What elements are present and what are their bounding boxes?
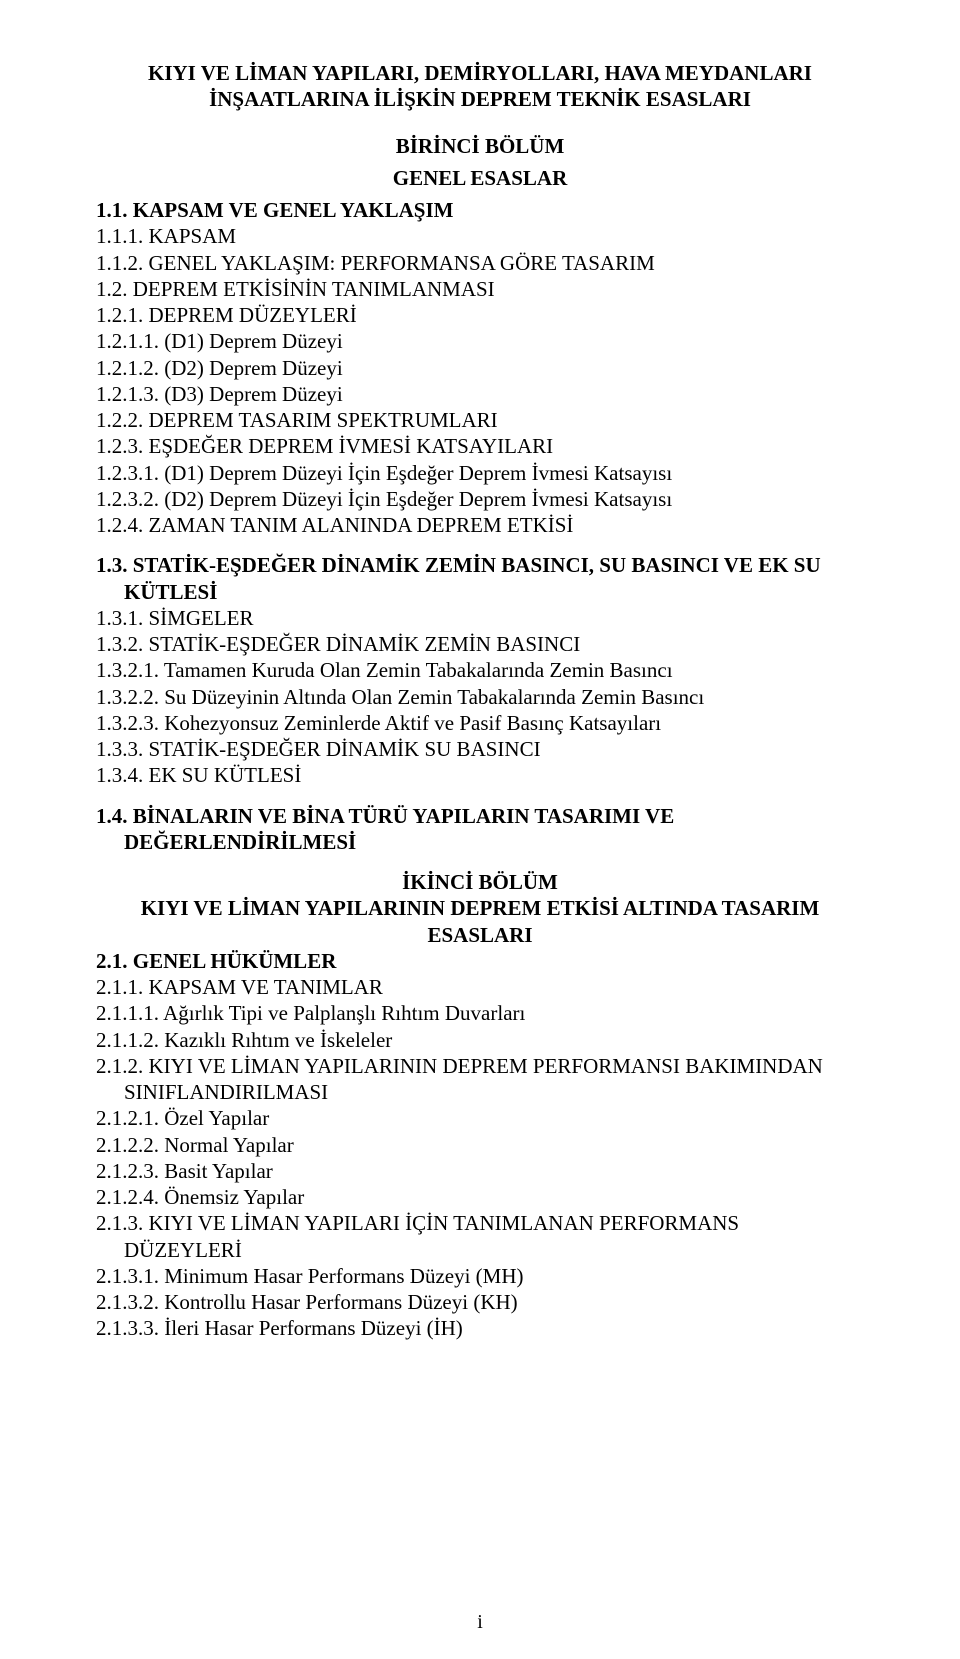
toc-1-3-3: 1.3.3. STATİK-EŞDEĞER DİNAMİK SU BASINCI	[96, 736, 864, 762]
toc-1-2-1-3: 1.2.1.3. (D3) Deprem Düzeyi	[96, 381, 864, 407]
toc-1-2: 1.2. DEPREM ETKİSİNİN TANIMLANMASI	[96, 276, 864, 302]
toc-1-2-3-1: 1.2.3.1. (D1) Deprem Düzeyi İçin Eşdeğer…	[96, 460, 864, 486]
toc-1-3-2-2: 1.3.2.2. Su Düzeyinin Altında Olan Zemin…	[96, 684, 864, 710]
toc-1-4-line2: DEĞERLENDİRİLMESİ	[96, 829, 864, 855]
toc-1-3-line1: 1.3. STATİK-EŞDEĞER DİNAMİK ZEMİN BASINC…	[96, 552, 864, 578]
toc-2-1-2-line1: 2.1.2. KIYI VE LİMAN YAPILARININ DEPREM …	[96, 1053, 864, 1079]
toc-2-1-1-2: 2.1.1.2. Kazıklı Rıhtım ve İskeleler	[96, 1027, 864, 1053]
title-line-2: İNŞAATLARINA İLİŞKİN DEPREM TEKNİK ESASL…	[96, 86, 864, 112]
toc-1-3-1: 1.3.1. SİMGELER	[96, 605, 864, 631]
title-line-1: KIYI VE LİMAN YAPILARI, DEMİRYOLLARI, HA…	[96, 60, 864, 86]
toc-2-1-2-4: 2.1.2.4. Önemsiz Yapılar	[96, 1184, 864, 1210]
toc-2-1-2-2: 2.1.2.2. Normal Yapılar	[96, 1132, 864, 1158]
toc-1-2-1-1: 1.2.1.1. (D1) Deprem Düzeyi	[96, 328, 864, 354]
toc-2-1-1: 2.1.1. KAPSAM VE TANIMLAR	[96, 974, 864, 1000]
toc-1-3-line2: KÜTLESİ	[96, 579, 864, 605]
toc-1-3-2-1: 1.3.2.1. Tamamen Kuruda Olan Zemin Tabak…	[96, 657, 864, 683]
document-title: KIYI VE LİMAN YAPILARI, DEMİRYOLLARI, HA…	[96, 60, 864, 113]
toc-2-1-3-line1: 2.1.3. KIYI VE LİMAN YAPILARI İÇİN TANIM…	[96, 1210, 864, 1236]
toc-1-2-3-2: 1.2.3.2. (D2) Deprem Düzeyi İçin Eşdeğer…	[96, 486, 864, 512]
toc-1-3-2: 1.3.2. STATİK-EŞDEĞER DİNAMİK ZEMİN BASI…	[96, 631, 864, 657]
toc-1-2-1-2: 1.2.1.2. (D2) Deprem Düzeyi	[96, 355, 864, 381]
toc-1-1-1: 1.1.1. KAPSAM	[96, 223, 864, 249]
toc-2-1-3-1: 2.1.3.1. Minimum Hasar Performans Düzeyi…	[96, 1263, 864, 1289]
toc-2-1-2-line2: SINIFLANDIRILMASI	[96, 1079, 864, 1105]
toc-2-1-3-line2: DÜZEYLERİ	[96, 1237, 864, 1263]
part2-heading-line3: ESASLARI	[96, 922, 864, 948]
toc-1-3-2-3: 1.3.2.3. Kohezyonsuz Zeminlerde Aktif ve…	[96, 710, 864, 736]
toc-2-1: 2.1. GENEL HÜKÜMLER	[96, 948, 864, 974]
toc-1-2-3: 1.2.3. EŞDEĞER DEPREM İVMESİ KATSAYILARI	[96, 433, 864, 459]
toc-1-2-1: 1.2.1. DEPREM DÜZEYLERİ	[96, 302, 864, 328]
toc-2-1-2-3: 2.1.2.3. Basit Yapılar	[96, 1158, 864, 1184]
toc-1-1-2: 1.1.2. GENEL YAKLAŞIM: PERFORMANSA GÖRE …	[96, 250, 864, 276]
toc-2-1-1-1: 2.1.1.1. Ağırlık Tipi ve Palplanşlı Rıht…	[96, 1000, 864, 1026]
part1-heading-line2: GENEL ESASLAR	[96, 165, 864, 191]
toc-1-2-4: 1.2.4. ZAMAN TANIM ALANINDA DEPREM ETKİS…	[96, 512, 864, 538]
part1-heading-line1: BİRİNCİ BÖLÜM	[96, 133, 864, 159]
part2-heading-line1: İKİNCİ BÖLÜM	[96, 869, 864, 895]
toc-1-3-4: 1.3.4. EK SU KÜTLESİ	[96, 762, 864, 788]
toc-2-1-2-1: 2.1.2.1. Özel Yapılar	[96, 1105, 864, 1131]
toc-1-2-2: 1.2.2. DEPREM TASARIM SPEKTRUMLARI	[96, 407, 864, 433]
part2-heading-line2: KIYI VE LİMAN YAPILARININ DEPREM ETKİSİ …	[96, 895, 864, 921]
document-page: KIYI VE LİMAN YAPILARI, DEMİRYOLLARI, HA…	[0, 0, 960, 1659]
page-number: i	[0, 1610, 960, 1635]
toc-1-1: 1.1. KAPSAM VE GENEL YAKLAŞIM	[96, 197, 864, 223]
toc-2-1-3-3: 2.1.3.3. İleri Hasar Performans Düzeyi (…	[96, 1315, 864, 1341]
toc-1-4-line1: 1.4. BİNALARIN VE BİNA TÜRÜ YAPILARIN TA…	[96, 803, 864, 829]
toc-2-1-3-2: 2.1.3.2. Kontrollu Hasar Performans Düze…	[96, 1289, 864, 1315]
